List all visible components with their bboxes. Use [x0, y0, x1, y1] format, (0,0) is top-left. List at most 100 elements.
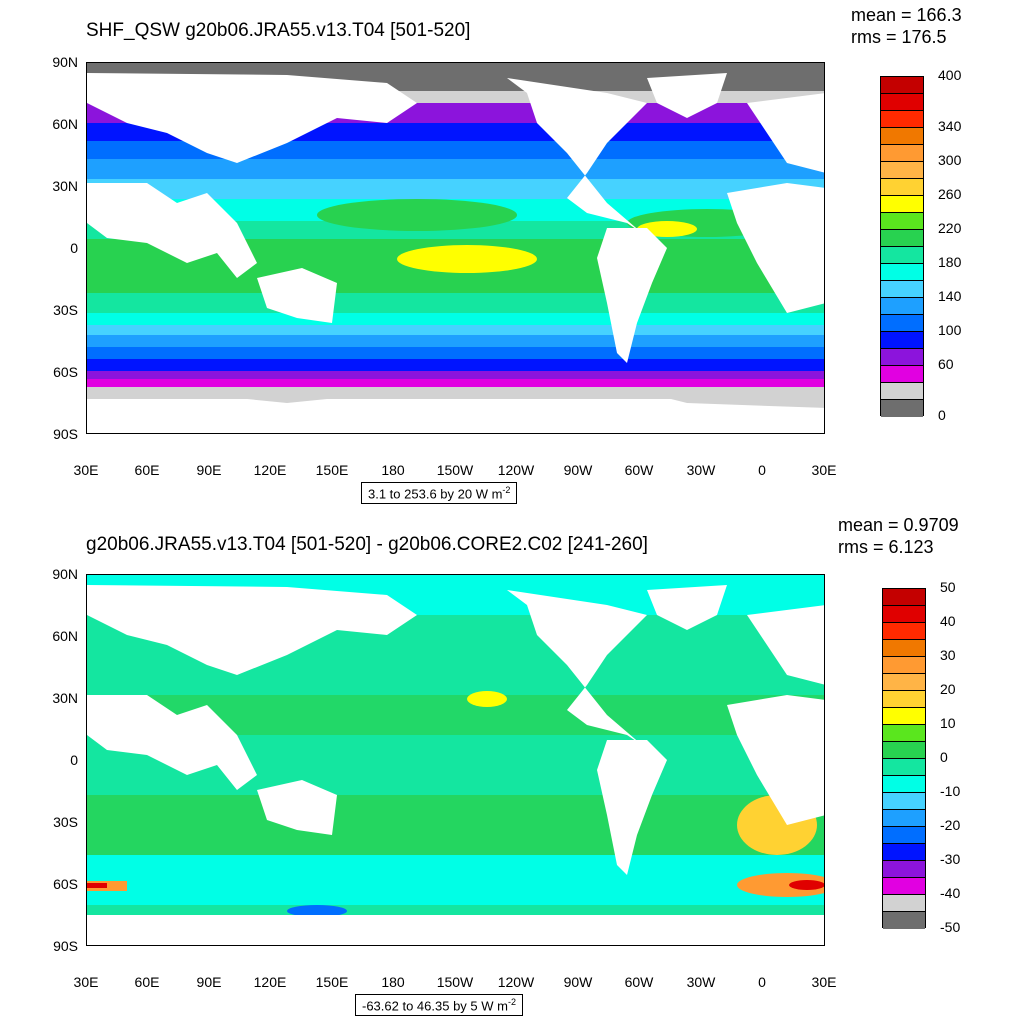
top-caption-exponent: -2	[502, 485, 511, 495]
top-colorbar-label: 260	[938, 186, 962, 202]
bottom-colorbar-label: 0	[940, 749, 948, 765]
top-lat-label: 90S	[53, 426, 78, 442]
bottom-colorbar-segment	[883, 844, 925, 861]
top-lat-label: 60S	[53, 364, 78, 380]
bottom-colorbar-segment	[883, 776, 925, 793]
bottom-colorbar-segment	[883, 810, 925, 827]
bottom-colorbar-label: -40	[940, 885, 961, 901]
top-lon-label: 30W	[686, 462, 716, 478]
top-map-field	[87, 63, 824, 433]
bottom-colorbar-segment	[883, 827, 925, 844]
top-mean-stat: mean = 166.3	[851, 5, 962, 25]
top-contour-caption: 3.1 to 253.6 by 20 W m-2	[361, 482, 518, 505]
top-map-title: SHF_QSW g20b06.JRA55.v13.T04 [501-520]	[86, 20, 471, 41]
bottom-colorbar-segment	[883, 912, 925, 929]
top-lon-label: 60W	[624, 462, 654, 478]
bottom-lat-label: 90S	[53, 938, 78, 954]
bottom-colorbar-segment	[883, 589, 925, 606]
bottom-lat-label: 30N	[52, 690, 78, 706]
top-map-panel: SHF_QSW g20b06.JRA55.v13.T04 [501-520] m…	[52, 5, 962, 505]
top-lon-label: 0	[758, 462, 766, 478]
top-lon-label: 60E	[134, 462, 160, 478]
top-colorbar-segment	[881, 162, 923, 179]
bottom-colorbar-segment	[883, 895, 925, 912]
bottom-lon-label: 60E	[134, 974, 160, 990]
bottom-colorbar-segment	[883, 725, 925, 742]
top-colorbar-segment	[881, 213, 923, 230]
bottom-colorbar-segment	[883, 878, 925, 895]
bottom-lon-label: 30E	[73, 974, 99, 990]
top-lat-label: 90N	[52, 54, 78, 70]
bottom-colorbar-label: 50	[940, 579, 956, 595]
bottom-lat-label: 0	[70, 752, 78, 768]
top-colorbar-label: 400	[938, 67, 962, 83]
bottom-mean-stat: mean = 0.9709	[838, 515, 959, 535]
bottom-lon-label: 0	[758, 974, 766, 990]
top-lon-label: 30E	[73, 462, 99, 478]
top-colorbar-label: 0	[938, 407, 946, 423]
top-colorbar-label: 340	[938, 118, 962, 134]
bottom-colorbar-segment	[883, 674, 925, 691]
top-colorbar-label: 180	[938, 254, 962, 270]
bottom-colorbar-label: 40	[940, 613, 956, 629]
top-colorbar-segment	[881, 332, 923, 349]
top-colorbar-segment	[881, 230, 923, 247]
top-colorbar-segment	[881, 111, 923, 128]
bottom-colorbar-segment	[883, 623, 925, 640]
top-lon-label: 90E	[196, 462, 222, 478]
bottom-colorbar-segment	[883, 708, 925, 725]
top-colorbar-segment	[881, 179, 923, 196]
bottom-lat-label: 90N	[52, 566, 78, 582]
top-colorbar-segment	[881, 128, 923, 145]
bottom-lon-label: 30E	[811, 974, 837, 990]
top-colorbar-label: 300	[938, 152, 962, 168]
bottom-contour-caption: -63.62 to 46.35 by 5 W m-2	[355, 994, 523, 1017]
bottom-lon-label: 90E	[196, 974, 222, 990]
top-colorbar-segment	[881, 400, 923, 417]
top-lon-label: 120W	[497, 462, 535, 478]
bottom-colorbar-label: -20	[940, 817, 961, 833]
top-colorbar-segment	[881, 281, 923, 298]
top-lon-label: 180	[381, 462, 405, 478]
top-colorbar-segment	[881, 315, 923, 332]
bottom-lon-label: 120E	[253, 974, 287, 990]
top-colorbar-segment	[881, 383, 923, 400]
top-lon-label: 30E	[811, 462, 837, 478]
bottom-lon-label: 120W	[497, 974, 535, 990]
top-lon-label: 150W	[436, 462, 474, 478]
bottom-map-field	[87, 575, 824, 945]
bottom-colorbar-label: -50	[940, 919, 961, 935]
top-lon-label: 90W	[563, 462, 593, 478]
bottom-lon-label: 60W	[624, 974, 654, 990]
bottom-colorbar-segment	[883, 742, 925, 759]
top-caption-text: 3.1 to 253.6 by 20 W m	[368, 486, 503, 502]
bottom-colorbar-segment	[883, 793, 925, 810]
bottom-lon-label: 180	[381, 974, 405, 990]
top-lat-label: 30S	[53, 302, 78, 318]
top-colorbar-segment	[881, 94, 923, 111]
bottom-lat-label: 60N	[52, 628, 78, 644]
bottom-colorbar-label: -30	[940, 851, 961, 867]
top-lon-label: 120E	[253, 462, 287, 478]
bottom-lat-label: 30S	[53, 814, 78, 830]
bottom-colorbar-label: -10	[940, 783, 961, 799]
bottom-lon-label: 90W	[563, 974, 593, 990]
top-colorbar-segment	[881, 196, 923, 213]
bottom-colorbar-segment	[883, 640, 925, 657]
bottom-rms-stat: rms = 6.123	[838, 537, 934, 557]
top-colorbar	[880, 76, 924, 417]
bottom-map-title: g20b06.JRA55.v13.T04 [501-520] - g20b06.…	[86, 534, 648, 555]
bottom-map-plot	[86, 574, 825, 946]
bottom-map-panel: g20b06.JRA55.v13.T04 [501-520] - g20b06.…	[0, 512, 1024, 1024]
bottom-colorbar-segment	[883, 691, 925, 708]
top-colorbar-segment	[881, 298, 923, 315]
bottom-colorbar-label: 10	[940, 715, 956, 731]
bottom-colorbar-label: 20	[940, 681, 956, 697]
top-map-plot	[86, 62, 825, 434]
bottom-colorbar-label: 30	[940, 647, 956, 663]
bottom-colorbar-segment	[883, 759, 925, 776]
top-colorbar-label: 220	[938, 220, 962, 236]
top-colorbar-segment	[881, 264, 923, 281]
bottom-caption-exponent: -2	[507, 997, 516, 1007]
bottom-lon-label: 150W	[436, 974, 474, 990]
